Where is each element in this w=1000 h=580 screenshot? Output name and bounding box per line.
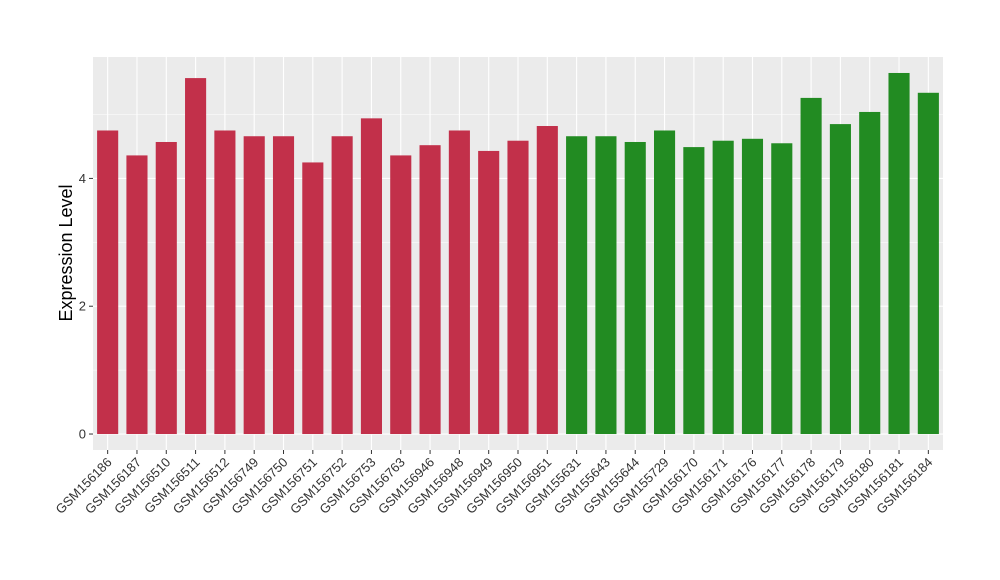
y-tick-label: 0 (79, 427, 86, 442)
bar-GSM156187 (126, 155, 148, 435)
bar-GSM156178 (800, 97, 822, 435)
y-axis: 0 2 4 (79, 171, 93, 442)
bar-GSM156948 (448, 130, 470, 435)
bar-GSM156511 (185, 78, 207, 435)
bar-GSM156750 (272, 136, 295, 435)
bar-GSM156946 (419, 145, 441, 435)
bar-GSM156180 (859, 111, 881, 435)
bar-GSM156170 (683, 147, 705, 435)
bar-GSM156171 (712, 140, 734, 435)
bar-GSM156753 (360, 118, 382, 435)
bar-GSM156751 (302, 162, 324, 435)
bar-GSM155643 (595, 136, 617, 435)
bar-GSM156950 (507, 140, 529, 435)
bars (97, 72, 939, 435)
y-tick-label: 4 (79, 171, 86, 186)
bar-GSM156176 (741, 138, 764, 435)
y-tick-label: 2 (79, 299, 86, 314)
bar-GSM156763 (390, 155, 412, 435)
bar-GSM156510 (155, 141, 177, 435)
y-axis-title: Expression Level (56, 184, 76, 321)
x-axis: GSM156186GSM156187GSM156510GSM156511GSM1… (53, 450, 935, 517)
bar-GSM156177 (771, 143, 793, 435)
bar-GSM156181 (888, 72, 910, 435)
bar-GSM156949 (478, 150, 500, 435)
bar-GSM155644 (624, 141, 646, 435)
bar-GSM155631 (566, 136, 588, 435)
bar-GSM156752 (331, 136, 353, 435)
bar-GSM156179 (829, 124, 851, 435)
bar-GSM156186 (97, 130, 119, 435)
bar-GSM156184 (917, 92, 939, 435)
bar-GSM156951 (536, 126, 558, 435)
bar-GSM155729 (654, 130, 676, 435)
bar-GSM156749 (243, 136, 265, 435)
bar-GSM156512 (214, 130, 236, 435)
